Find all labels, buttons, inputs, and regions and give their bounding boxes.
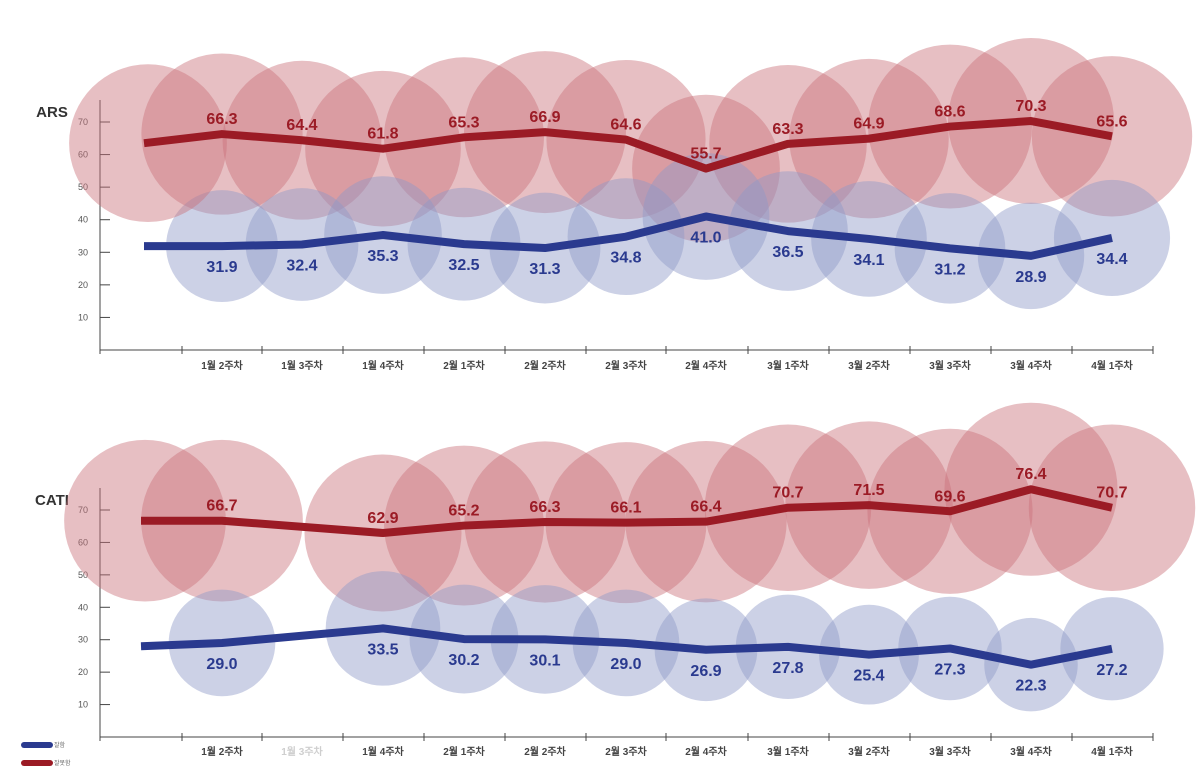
data-label-blue: 28.9 <box>1015 269 1046 286</box>
y-tick-label: 40 <box>78 215 88 225</box>
data-label-blue: 32.4 <box>286 257 317 274</box>
data-label-red: 66.3 <box>529 499 560 516</box>
y-tick-label: 10 <box>78 312 88 322</box>
y-tick-label: 10 <box>78 700 88 710</box>
data-label-red: 65.6 <box>1096 113 1127 130</box>
data-label-blue: 34.8 <box>610 250 641 267</box>
x-tick-label: 3월 1주차 <box>767 359 809 372</box>
x-tick-label: 2월 2주차 <box>524 359 566 372</box>
data-label-blue: 26.9 <box>690 663 721 680</box>
data-label-red: 66.9 <box>529 109 560 126</box>
y-tick-label: 50 <box>78 182 88 192</box>
data-label-red: 69.6 <box>934 488 965 505</box>
x-tick-label: 1월 4주차 <box>362 359 404 372</box>
data-label-red: 66.4 <box>690 499 721 516</box>
x-tick-label: 3월 4주차 <box>1010 359 1052 372</box>
x-tick-label: 3월 1주차 <box>767 745 809 758</box>
panel-cati: CATI 10 20 30 40 50 60 70 1월 2주차 1월 3주차 1월 4주차 2월 1… <box>35 402 1196 758</box>
x-tick-label: 2월 4주차 <box>685 359 727 372</box>
data-label-red: 64.6 <box>610 117 641 134</box>
data-label-blue: 36.5 <box>772 244 803 261</box>
x-tick-label: 1월 3주차 <box>281 359 323 372</box>
data-label-red: 65.3 <box>448 114 479 131</box>
data-label-blue: 31.9 <box>206 259 237 276</box>
x-tick-label: 3월 4주차 <box>1010 745 1052 758</box>
data-label-blue: 30.1 <box>529 652 560 669</box>
data-label-blue: 31.3 <box>529 261 560 278</box>
y-tick-label: 50 <box>78 570 88 580</box>
data-label-blue: 33.5 <box>367 641 398 658</box>
data-label-blue: 34.1 <box>853 252 884 269</box>
x-tick-label: 4월 1주차 <box>1091 359 1133 372</box>
series-line-red <box>143 117 1113 173</box>
y-tick-label: 70 <box>78 117 88 127</box>
y-tick-label: 30 <box>78 635 88 645</box>
data-label-red: 76.4 <box>1015 466 1046 483</box>
x-tick-label: 2월 4주차 <box>685 745 727 758</box>
x-tick-label: 4월 1주차 <box>1091 745 1133 758</box>
data-label-red: 66.3 <box>206 111 237 128</box>
x-tick-label: 2월 3주차 <box>605 359 647 372</box>
data-label-blue: 29.0 <box>206 656 237 673</box>
data-label-blue: 29.0 <box>610 656 641 673</box>
data-label-blue: 27.3 <box>934 661 965 678</box>
data-label-red: 70.7 <box>772 485 803 502</box>
panel-label: ARS <box>36 104 68 121</box>
data-label-blue: 34.4 <box>1096 251 1127 268</box>
x-tick-label: 1월 2주차 <box>201 359 243 372</box>
y-tick-label: 40 <box>78 602 88 612</box>
data-label-blue: 35.3 <box>367 248 398 265</box>
series-line-blue <box>140 624 1113 669</box>
data-label-red: 68.6 <box>934 104 965 121</box>
data-label-red: 71.5 <box>853 482 884 499</box>
panel-ars: ARS 10 20 30 40 50 60 70 1월 2주차 1월 3주차 1월 4주차 2월 1주… <box>36 38 1193 372</box>
data-label-blue: 41.0 <box>690 229 721 246</box>
data-label-red: 62.9 <box>367 510 398 527</box>
legend-label: 잘못함 <box>54 759 71 767</box>
legend-label: 잘함 <box>54 741 66 749</box>
x-tick-label: 2월 3주차 <box>605 745 647 758</box>
data-label-blue: 22.3 <box>1015 678 1046 695</box>
data-label-red: 65.2 <box>448 503 479 520</box>
x-tick-label: 1월 4주차 <box>362 745 404 758</box>
data-label-red: 66.7 <box>206 498 237 515</box>
y-tick-label: 70 <box>78 505 88 515</box>
data-label-blue: 32.5 <box>448 257 479 274</box>
data-label-red: 64.4 <box>286 117 317 134</box>
data-label-red: 63.3 <box>772 121 803 138</box>
data-label-red: 70.7 <box>1096 485 1127 502</box>
y-tick-label: 20 <box>78 280 88 290</box>
x-tick-label: 1월 3주차 <box>281 745 323 758</box>
data-label-red: 64.9 <box>853 116 884 133</box>
y-tick-label: 60 <box>78 150 88 160</box>
data-label-red: 61.8 <box>367 126 398 143</box>
x-tick-label: 2월 1주차 <box>443 745 485 758</box>
x-tick-label: 1월 2주차 <box>201 745 243 758</box>
x-tick-label: 3월 2주차 <box>848 359 890 372</box>
x-tick-label: 3월 3주차 <box>929 359 971 372</box>
x-tick-label: 3월 2주차 <box>848 745 890 758</box>
x-tick-label: 2월 2주차 <box>524 745 566 758</box>
data-label-red: 70.3 <box>1015 98 1046 115</box>
x-tick-label: 3월 3주차 <box>929 745 971 758</box>
data-label-red: 55.7 <box>690 146 721 163</box>
panel-label: CATI <box>35 492 69 509</box>
data-label-blue: 27.2 <box>1096 662 1127 679</box>
x-tick-label: 2월 1주차 <box>443 359 485 372</box>
data-label-blue: 30.2 <box>448 652 479 669</box>
data-label-blue: 25.4 <box>853 668 884 685</box>
y-tick-label: 30 <box>78 247 88 257</box>
y-tick-label: 20 <box>78 667 88 677</box>
data-label-blue: 31.2 <box>934 261 965 278</box>
series-line-blue <box>144 212 1113 260</box>
y-tick-label: 60 <box>78 537 88 547</box>
data-label-red: 66.1 <box>610 500 641 517</box>
data-label-blue: 27.8 <box>772 660 803 677</box>
series-line-red <box>141 485 1113 538</box>
